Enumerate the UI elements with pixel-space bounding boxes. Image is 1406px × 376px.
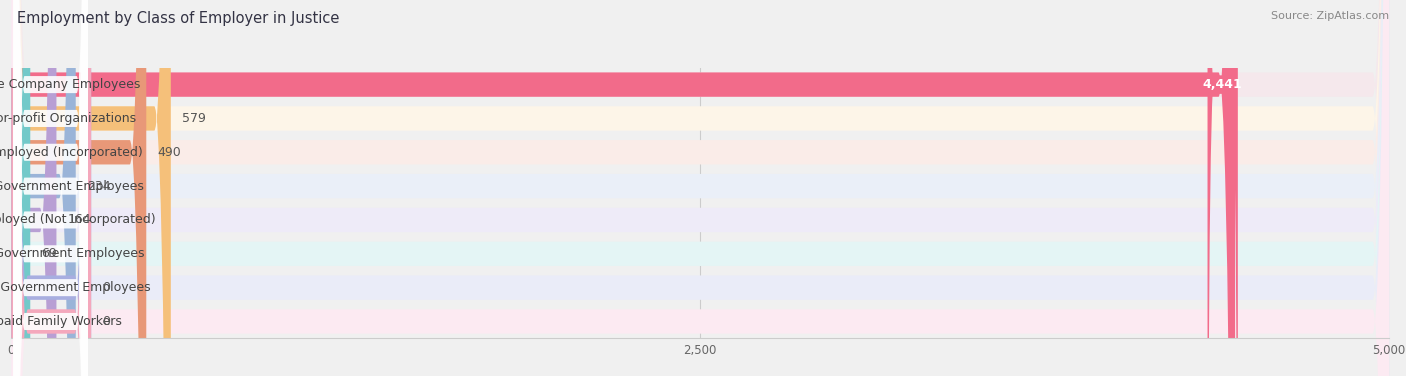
Text: 234: 234 <box>87 180 111 193</box>
Text: Self-Employed (Incorporated): Self-Employed (Incorporated) <box>0 146 142 159</box>
FancyBboxPatch shape <box>14 0 87 376</box>
Text: 69: 69 <box>41 247 58 260</box>
FancyBboxPatch shape <box>11 0 1234 376</box>
Text: Unpaid Family Workers: Unpaid Family Workers <box>0 315 122 328</box>
FancyBboxPatch shape <box>11 0 170 376</box>
FancyBboxPatch shape <box>11 0 91 376</box>
Text: 0: 0 <box>103 315 110 328</box>
FancyBboxPatch shape <box>11 0 1389 376</box>
Text: 0: 0 <box>103 281 110 294</box>
FancyBboxPatch shape <box>11 0 1389 376</box>
FancyBboxPatch shape <box>14 0 87 376</box>
FancyBboxPatch shape <box>11 0 1389 376</box>
FancyBboxPatch shape <box>14 0 87 376</box>
FancyBboxPatch shape <box>1208 0 1237 376</box>
FancyBboxPatch shape <box>11 0 146 376</box>
FancyBboxPatch shape <box>11 0 76 376</box>
FancyBboxPatch shape <box>14 0 87 376</box>
Text: 579: 579 <box>181 112 205 125</box>
FancyBboxPatch shape <box>11 0 91 376</box>
FancyBboxPatch shape <box>14 0 87 376</box>
Text: Self-Employed (Not Incorporated): Self-Employed (Not Incorporated) <box>0 214 156 226</box>
FancyBboxPatch shape <box>11 0 56 376</box>
Text: 490: 490 <box>157 146 181 159</box>
Text: Local Government Employees: Local Government Employees <box>0 180 143 193</box>
FancyBboxPatch shape <box>11 0 31 376</box>
FancyBboxPatch shape <box>11 0 1389 376</box>
Text: Not-for-profit Organizations: Not-for-profit Organizations <box>0 112 136 125</box>
FancyBboxPatch shape <box>14 0 87 376</box>
Text: State Government Employees: State Government Employees <box>0 247 145 260</box>
Text: 4,441: 4,441 <box>1202 78 1243 91</box>
FancyBboxPatch shape <box>11 0 1389 376</box>
Text: Private Company Employees: Private Company Employees <box>0 78 141 91</box>
FancyBboxPatch shape <box>11 0 1389 376</box>
Text: Employment by Class of Employer in Justice: Employment by Class of Employer in Justi… <box>17 11 339 26</box>
Text: Source: ZipAtlas.com: Source: ZipAtlas.com <box>1271 11 1389 21</box>
FancyBboxPatch shape <box>14 0 87 376</box>
FancyBboxPatch shape <box>14 0 87 376</box>
Text: 164: 164 <box>67 214 91 226</box>
FancyBboxPatch shape <box>11 0 1389 376</box>
FancyBboxPatch shape <box>11 0 1389 376</box>
Text: Federal Government Employees: Federal Government Employees <box>0 281 150 294</box>
